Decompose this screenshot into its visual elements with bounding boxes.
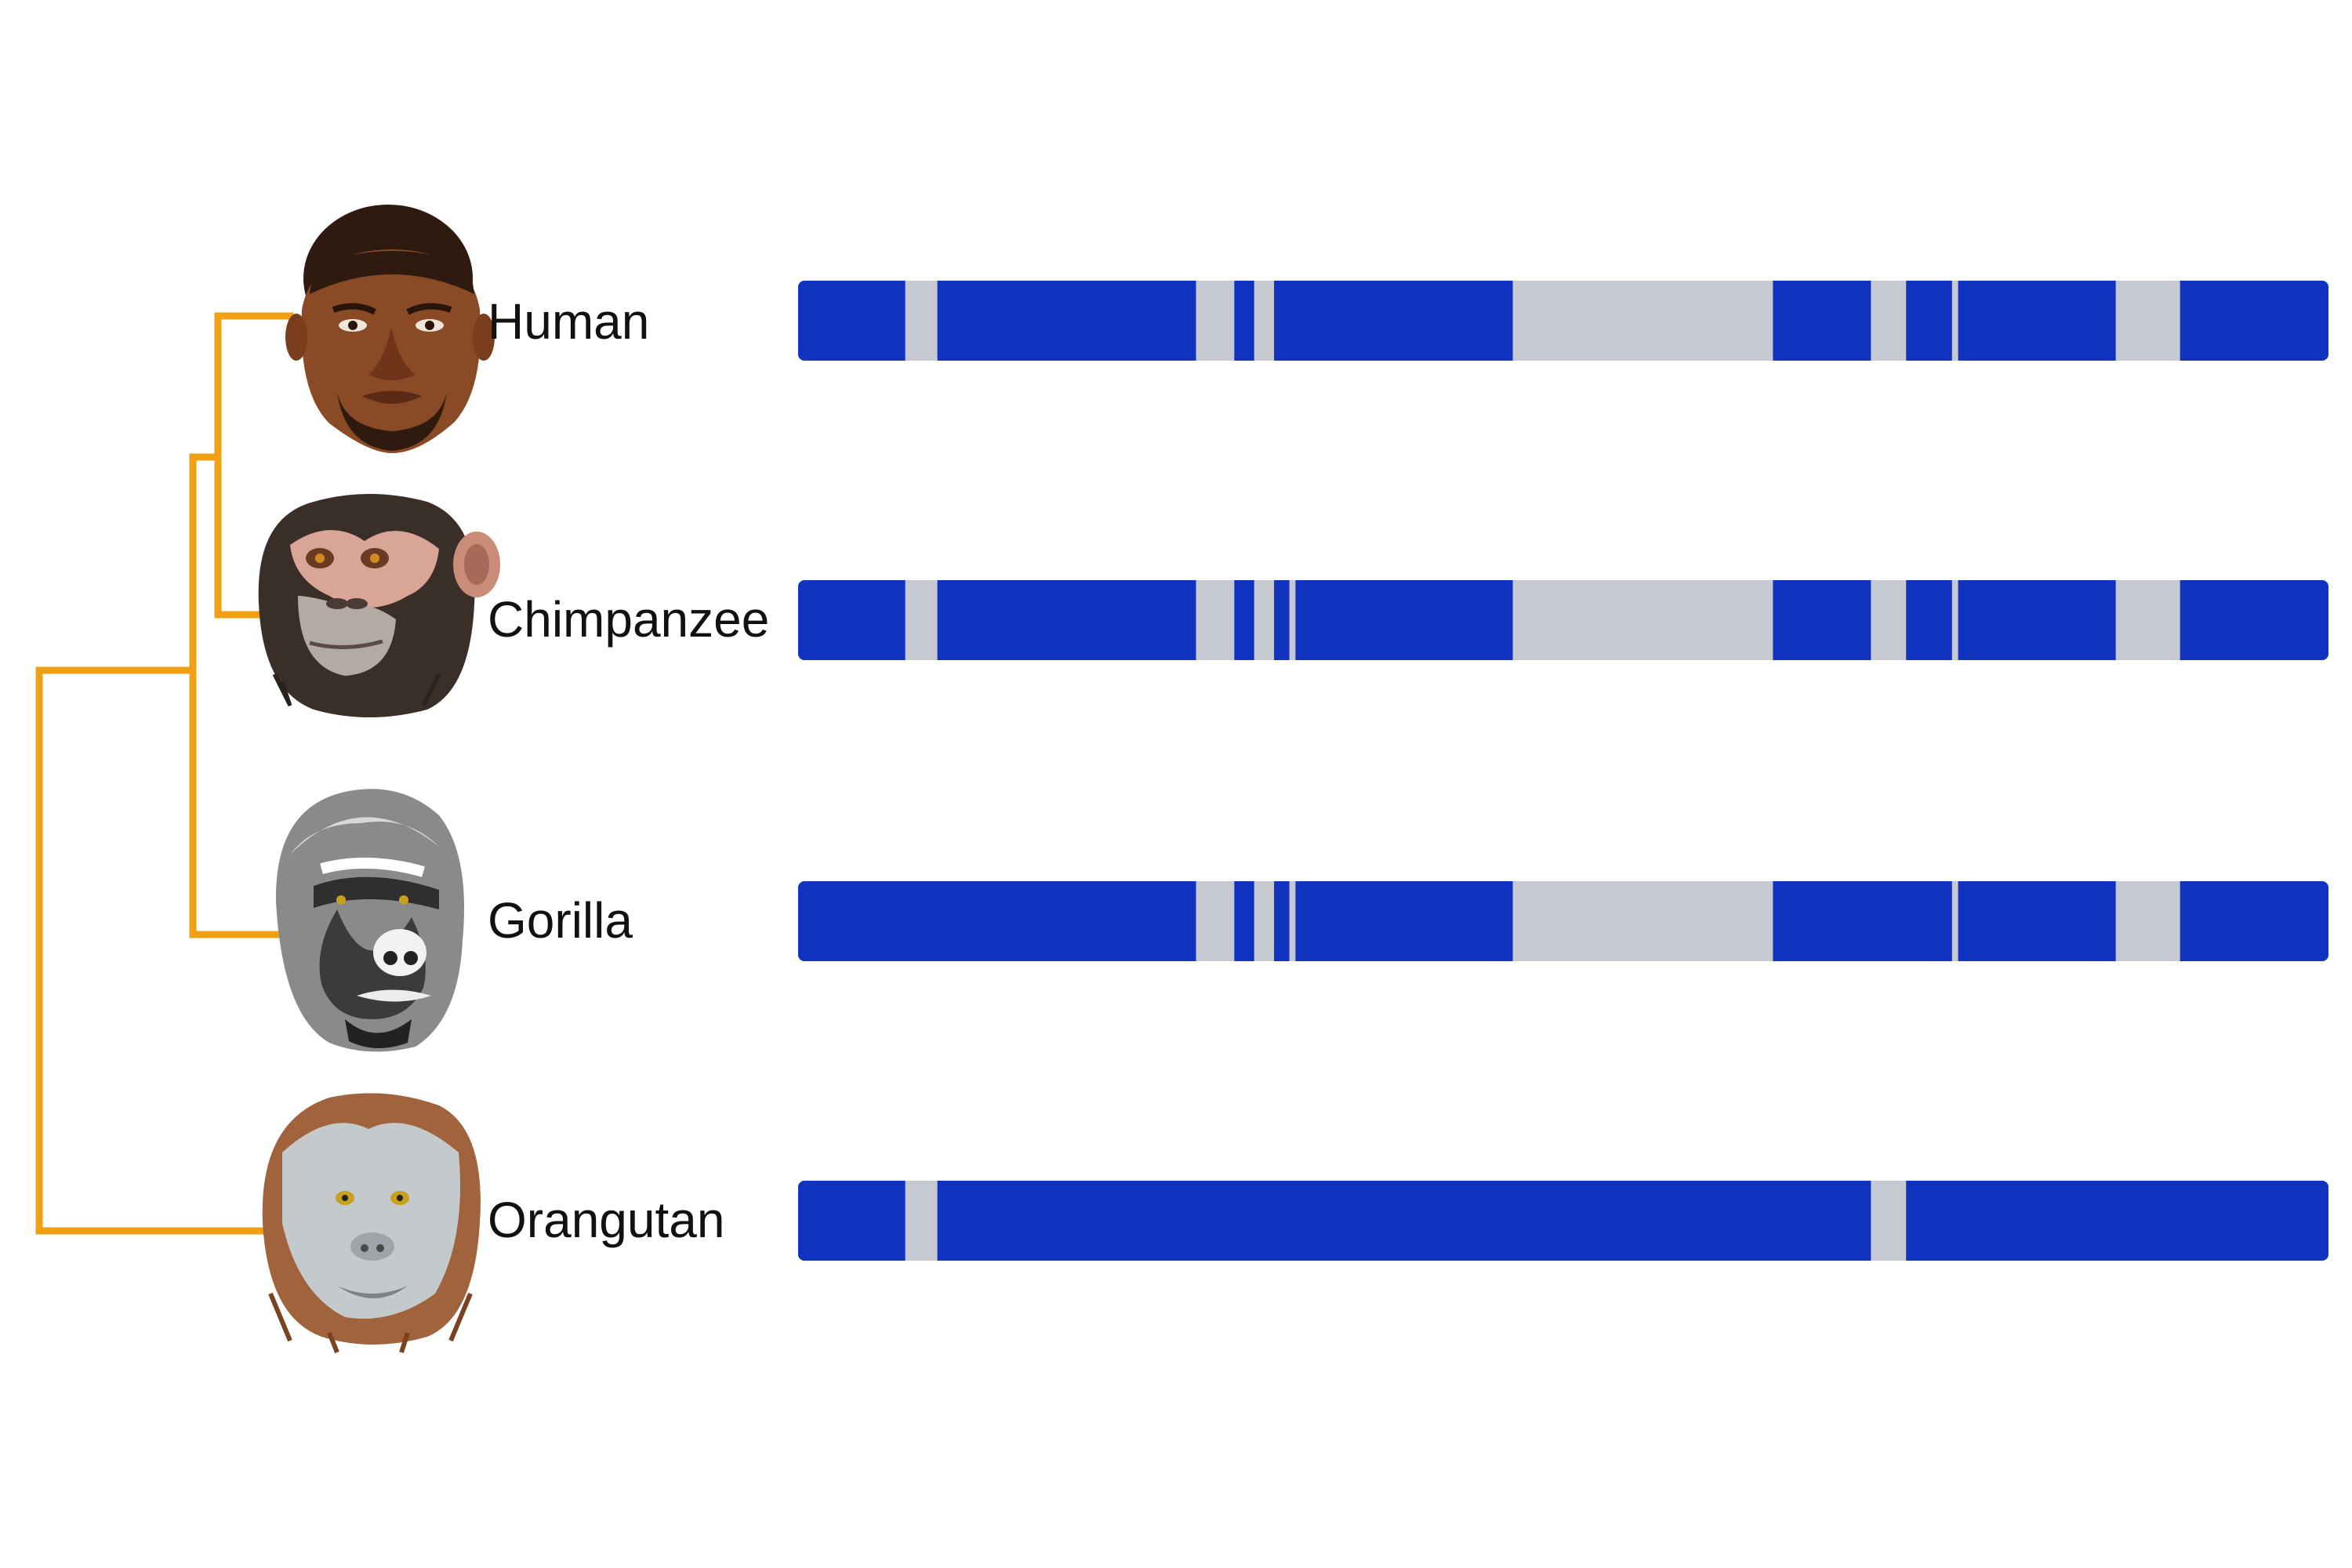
segment-present [1958,881,2117,961]
segment-present [1773,281,1871,361]
segment-present [798,1181,906,1261]
segment-present [798,281,906,361]
segment-present [937,281,1197,361]
segment-absent [1196,281,1235,361]
segment-present [798,881,1197,961]
segment-present [1234,881,1255,961]
segment-present [1234,281,1255,361]
segment-present [1295,881,1514,961]
segment-present [1958,281,2117,361]
segment-present [1274,881,1290,961]
segment-present [1773,881,1953,961]
segment-absent [1951,580,1959,660]
segment-present [2180,580,2328,660]
segment-present [798,580,906,660]
segment-absent [1871,281,1907,361]
track-human [798,281,2328,361]
branch-human-chimp [214,312,294,619]
segment-absent [1512,881,1774,961]
segment-absent [905,1181,938,1261]
segment-present [1906,281,1953,361]
branch-hominidae [35,666,282,1235]
segment-absent [1871,1181,1907,1261]
segment-present [937,1181,1871,1261]
segment-absent [905,580,938,660]
track-orangutan [798,1181,2328,1261]
segment-absent [905,281,938,361]
segment-absent [1951,881,1959,961]
segment-absent [1871,580,1907,660]
segment-present [2180,281,2328,361]
track-gorilla [798,881,2328,961]
species-label-orangutan: Orangutan [488,1192,724,1248]
segment-absent [1196,580,1235,660]
species-label-gorilla: Gorilla [488,892,633,949]
segment-present [1773,580,1871,660]
branch-homininae [189,453,286,938]
segment-absent [1289,881,1296,961]
segment-present [2180,881,2328,961]
segment-absent [2115,881,2181,961]
segment-present [1958,580,2117,660]
sequence-tracks [798,281,2328,1261]
human-portrait-icon [285,205,495,453]
segment-absent [1254,580,1275,660]
segment-present [1906,580,1953,660]
segment-absent [2115,281,2181,361]
species-label-chimpanzee: Chimpanzee [488,591,769,648]
segment-present [1234,580,1255,660]
track-chimpanzee [798,580,2328,660]
segment-absent [1951,281,1959,361]
chimpanzee-portrait-icon [258,494,500,717]
segment-absent [1196,881,1235,961]
segment-present [1906,1181,2328,1261]
segment-present [1295,580,1514,660]
segment-absent [1254,881,1275,961]
segment-absent [1289,580,1296,660]
segment-absent [1254,281,1275,361]
segment-present [1274,281,1514,361]
segment-absent [1512,580,1774,660]
segment-present [1274,580,1290,660]
species-label-human: Human [488,293,649,350]
orangutan-portrait-icon [262,1093,481,1354]
segment-absent [2115,580,2181,660]
segment-absent [1512,281,1774,361]
gorilla-portrait-icon [275,789,464,1052]
segment-present [937,580,1197,660]
phylogenetic-tree [35,312,294,1235]
